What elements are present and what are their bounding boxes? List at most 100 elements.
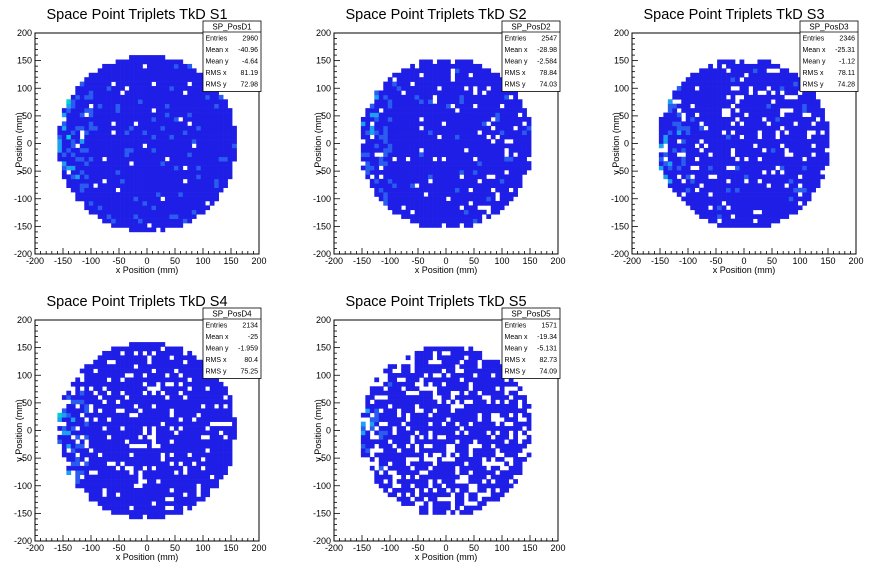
heatmap-cell <box>88 130 94 135</box>
heatmap-cell <box>784 134 790 140</box>
heatmap-cell <box>667 152 673 158</box>
heatmap-cell <box>757 174 763 180</box>
heatmap-cell <box>454 99 460 105</box>
heatmap-cell <box>120 395 125 400</box>
heatmap-cell <box>726 125 731 131</box>
heatmap-cell <box>428 214 433 219</box>
heatmap-cell <box>115 68 121 74</box>
heatmap-cell <box>147 364 152 369</box>
heatmap-cell <box>79 86 85 91</box>
heatmap-cell <box>84 399 90 405</box>
heatmap-cell <box>508 99 514 105</box>
heatmap-cell <box>164 448 170 453</box>
heatmap-cell <box>703 130 709 135</box>
heatmap-cell <box>699 196 704 202</box>
heatmap-cell <box>84 103 90 109</box>
heatmap-cell <box>164 377 170 383</box>
heatmap-cell <box>739 223 745 228</box>
heatmap-cell <box>155 465 161 471</box>
heatmap-cell <box>761 174 767 180</box>
heatmap-cell <box>223 412 228 418</box>
heatmap-cell <box>730 77 736 82</box>
heatmap-cell <box>504 125 510 131</box>
heatmap-cell <box>797 103 803 109</box>
heatmap-cell <box>788 116 794 122</box>
heatmap-cell <box>160 161 166 166</box>
heatmap-cell <box>815 183 821 188</box>
heatmap-cell <box>703 68 709 74</box>
heatmap-cell <box>739 99 745 105</box>
heatmap-cell <box>178 214 184 219</box>
heatmap-cell <box>155 147 161 153</box>
heatmap-cell <box>806 196 812 202</box>
heatmap-cell <box>164 170 170 175</box>
heatmap-cell <box>446 130 451 135</box>
heatmap-cell <box>387 205 393 211</box>
heatmap-cell <box>761 94 767 100</box>
heatmap-cell <box>378 139 384 144</box>
heatmap-cell <box>178 139 184 144</box>
heatmap-cell <box>151 205 157 211</box>
heatmap-cell <box>708 214 713 219</box>
heatmap-cell <box>463 99 469 105</box>
heatmap-cell <box>463 156 469 162</box>
heatmap-cell <box>726 90 731 96</box>
heatmap-cell <box>70 170 76 175</box>
heatmap-cell <box>450 170 456 175</box>
heatmap-cell <box>396 125 402 131</box>
stats-box-frame <box>799 20 859 92</box>
heatmap-cell <box>392 94 398 100</box>
heatmap-cell <box>151 116 157 122</box>
heatmap-cell <box>160 200 166 206</box>
heatmap-cell <box>84 487 90 493</box>
heatmap-cell <box>387 474 393 480</box>
heatmap-cell <box>106 121 112 127</box>
heatmap-cell <box>383 183 389 188</box>
heatmap-cell <box>142 55 148 60</box>
heatmap-cell <box>97 156 103 162</box>
heatmap-cell <box>173 426 179 431</box>
heatmap-cell <box>513 161 518 166</box>
heatmap-cell <box>79 139 85 144</box>
heatmap-cell <box>169 90 175 96</box>
heatmap-cell <box>437 59 442 65</box>
heatmap-cell <box>115 474 121 480</box>
heatmap-cell <box>173 90 179 96</box>
heatmap-cell <box>160 90 166 96</box>
stats-name: SP_PosD3 <box>809 23 849 32</box>
heatmap-cell <box>788 81 794 87</box>
heatmap-cell <box>115 125 121 131</box>
heatmap-cell <box>214 452 219 458</box>
x-tick-label: 0 <box>741 256 746 266</box>
heatmap-cell <box>209 99 215 105</box>
heatmap-cell <box>142 116 148 122</box>
heatmap-cell <box>784 103 790 109</box>
heatmap-cell <box>97 200 103 206</box>
heatmap-cell <box>155 470 161 475</box>
heatmap-cell <box>459 196 465 202</box>
heatmap-cell <box>517 108 523 113</box>
heatmap-cell <box>115 139 121 144</box>
heatmap-cell <box>757 72 763 78</box>
heatmap-cell <box>468 77 474 82</box>
heatmap-cell <box>735 90 740 96</box>
heatmap-cell <box>392 183 398 188</box>
heatmap-cell <box>102 161 107 166</box>
heatmap-cell <box>79 112 85 118</box>
heatmap-cell <box>374 147 380 153</box>
heatmap-cell <box>703 121 709 127</box>
heatmap-cell <box>761 72 767 78</box>
stats-value: -1.959 <box>238 346 258 353</box>
heatmap-cell <box>815 139 821 144</box>
heatmap-cell <box>748 161 754 166</box>
heatmap-cell <box>766 139 772 144</box>
heatmap-cell <box>191 183 197 188</box>
heatmap-cell <box>173 377 179 383</box>
heatmap-cell <box>111 412 116 418</box>
heatmap-cell <box>770 103 776 109</box>
heatmap-cell <box>88 381 94 387</box>
heatmap-cell <box>468 63 474 69</box>
heatmap-cell <box>374 161 380 166</box>
heatmap-cell <box>138 501 143 506</box>
heatmap-cell <box>169 192 175 197</box>
